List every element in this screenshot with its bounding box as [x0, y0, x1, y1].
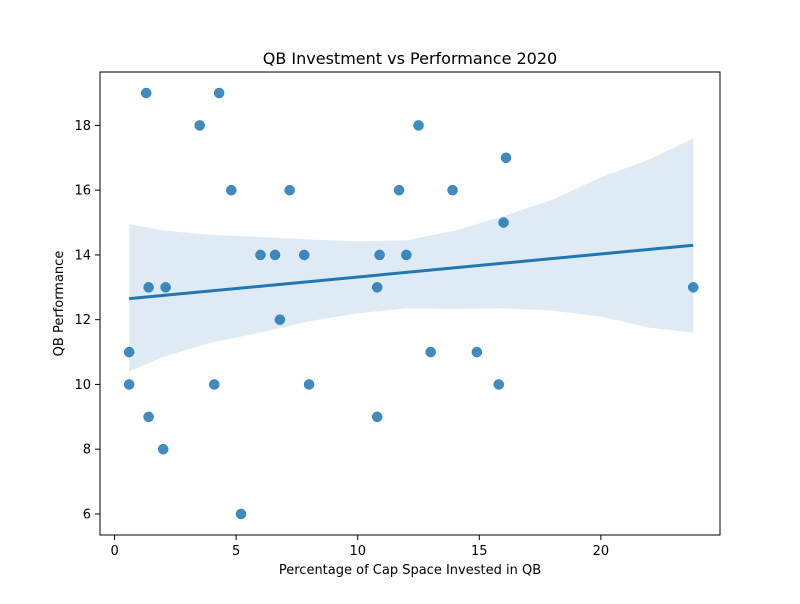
plot-frame: [99, 71, 721, 536]
data-point: [303, 379, 315, 390]
data-point: [157, 443, 169, 455]
data-point: [284, 184, 295, 196]
data-point: [401, 249, 412, 261]
y-axis-ticks: 6 8 10 12 14 16 18: [74, 119, 100, 522]
y-tick-label: 10: [74, 378, 91, 393]
y-tick-label: 16: [74, 184, 91, 199]
data-point: [226, 184, 237, 196]
data-point: [160, 282, 171, 293]
data-point: [209, 379, 220, 390]
x-tick-label: 5: [232, 544, 240, 559]
data-point: [500, 152, 512, 164]
chart-title: QB Investment vs Performance 2020: [263, 49, 557, 68]
data-point: [371, 282, 383, 293]
data-point: [447, 184, 458, 196]
x-tick-label: 10: [349, 544, 366, 559]
data-point: [213, 87, 225, 99]
y-tick-label: 6: [83, 507, 91, 522]
data-point: [393, 184, 405, 196]
data-point: [425, 346, 436, 358]
x-axis-label: Percentage of Cap Space Invested in QB: [279, 563, 541, 578]
regression-line: [129, 243, 694, 301]
data-point: [194, 120, 205, 131]
data-point: [269, 249, 281, 261]
data-point: [143, 282, 154, 293]
y-tick-label: 8: [83, 443, 91, 458]
data-point: [498, 217, 509, 228]
x-tick-label: 15: [471, 544, 488, 559]
data-point: [140, 87, 152, 99]
data-point: [471, 346, 483, 358]
regression-line-layer: [129, 243, 694, 301]
y-tick-label: 12: [74, 313, 91, 328]
data-point: [235, 508, 247, 520]
data-point: [274, 314, 286, 325]
data-point: [688, 282, 699, 293]
y-axis-label: QB Performance: [52, 251, 67, 357]
data-point: [413, 120, 424, 131]
data-point: [123, 379, 135, 390]
data-point: [374, 249, 385, 261]
data-point: [143, 411, 154, 423]
y-tick-label: 18: [74, 119, 91, 134]
data-point: [255, 249, 266, 261]
x-tick-label: 0: [110, 544, 118, 559]
x-tick-label: 20: [593, 544, 610, 559]
points-layer: [123, 87, 699, 520]
data-point: [371, 411, 383, 423]
data-point: [493, 379, 504, 390]
x-axis-ticks: 0 5 10 15 20: [110, 535, 609, 559]
data-point: [123, 346, 135, 358]
y-tick-label: 14: [74, 248, 91, 263]
data-point: [298, 249, 310, 261]
